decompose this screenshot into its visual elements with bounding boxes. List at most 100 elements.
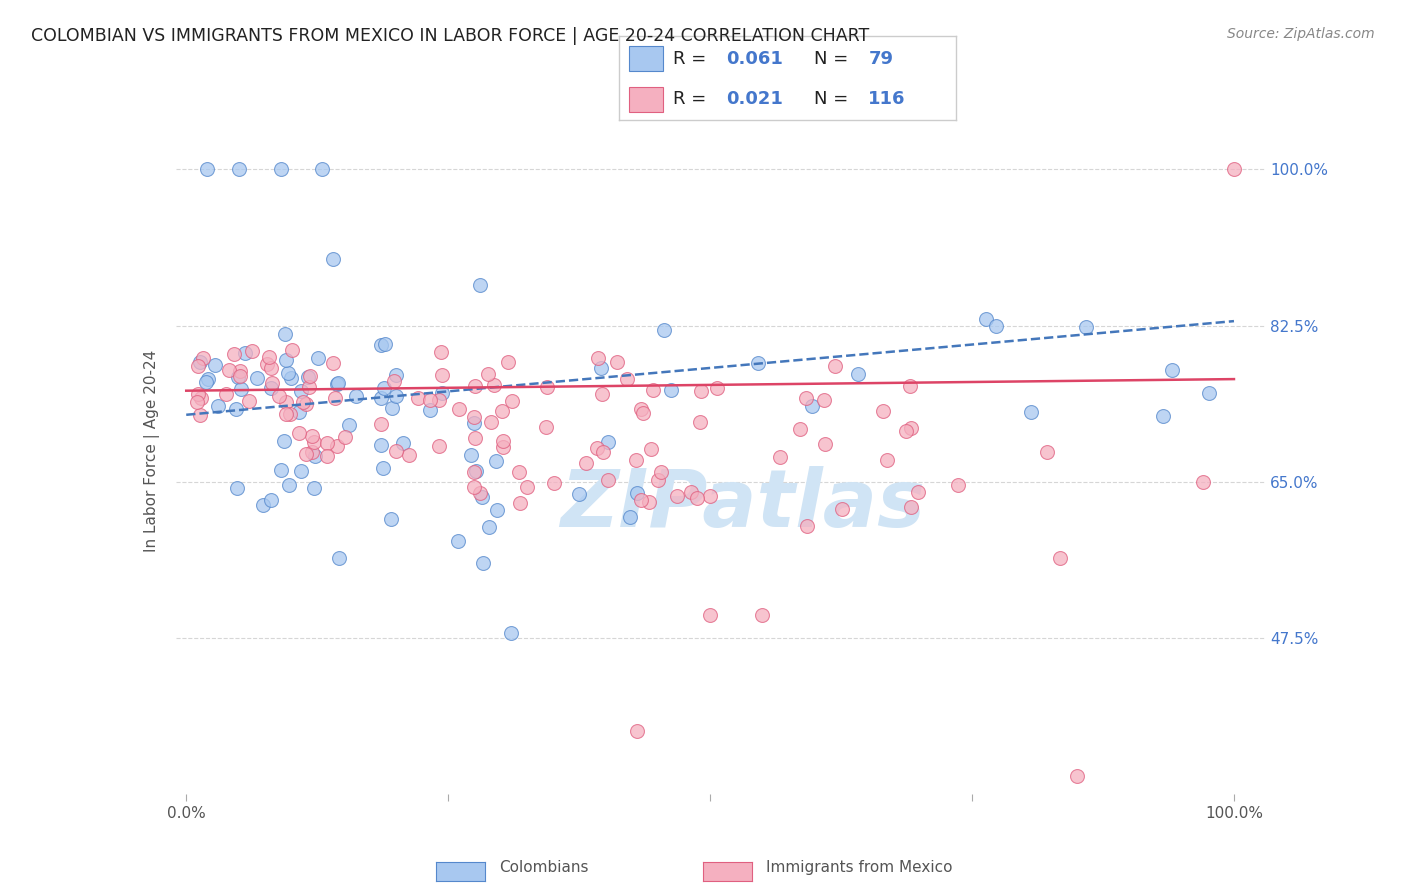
Point [751,608,773,623]
Point [496,355,519,369]
Point [259,350,281,364]
Point [986,318,1008,333]
Y-axis label: In Labor Force | Age 20-24: In Labor Force | Age 20-24 [143,350,160,551]
Point [647,473,669,487]
Point [323,391,346,405]
Text: Immigrants from Mexico: Immigrants from Mexico [766,860,953,874]
Point [846,368,869,382]
Point [270,463,292,477]
Point [499,626,522,640]
Point [233,346,256,360]
Point [290,384,312,399]
Point [392,435,415,450]
Point [290,464,312,478]
Point [508,465,530,479]
Point [650,465,672,479]
Point [259,360,281,375]
Point [288,405,311,419]
Point [197,372,219,386]
Text: 0.021: 0.021 [727,90,783,108]
Point [277,366,299,380]
Point [536,379,558,393]
Point [301,429,323,443]
Point [328,550,350,565]
Point [374,337,396,351]
Point [769,450,792,464]
Point [240,344,263,359]
Point [190,391,212,405]
Point [326,439,349,453]
Point [302,481,325,495]
Point [370,337,392,351]
Point [831,502,853,516]
Point [591,387,613,401]
Point [900,500,922,514]
Point [381,401,404,416]
Point [638,494,661,508]
Point [464,431,486,445]
Point [626,486,648,500]
Point [1198,386,1220,401]
Point [814,437,837,451]
Point [291,394,314,409]
Point [430,345,453,359]
Text: 0.061: 0.061 [727,50,783,68]
Point [262,376,284,390]
Point [478,520,501,534]
Point [427,393,450,408]
Point [260,492,283,507]
Point [427,439,450,453]
Point [276,395,298,409]
Point [586,351,609,365]
Point [222,347,245,361]
Text: N =: N = [814,90,855,108]
Point [460,448,482,462]
Point [477,367,499,381]
Point [468,278,491,293]
FancyBboxPatch shape [628,87,662,112]
Point [302,434,325,449]
Point [294,447,316,461]
Point [385,368,408,383]
Point [464,379,486,393]
Text: 79: 79 [869,50,893,68]
Point [246,371,269,385]
Point [465,464,488,478]
Point [485,454,508,468]
Point [316,449,339,463]
Point [630,492,652,507]
Point [380,512,402,526]
Point [194,375,217,389]
Point [470,485,492,500]
Point [1152,409,1174,423]
Point [463,417,485,431]
Point [666,489,689,503]
Point [633,406,655,420]
Point [228,162,250,177]
Point [274,408,297,422]
Point [479,415,502,429]
Point [824,359,846,373]
Point [575,456,598,470]
Point [204,358,226,372]
Point [229,382,252,396]
Point [1161,363,1184,377]
Point [463,466,485,480]
Point [486,502,509,516]
Point [813,393,835,408]
Point [1019,404,1042,418]
Point [226,369,249,384]
Point [796,519,818,533]
Point [1223,162,1246,177]
Point [907,484,929,499]
Point [616,372,638,386]
Point [218,362,240,376]
Point [274,353,297,368]
Point [640,442,662,456]
Point [215,387,238,401]
Point [894,424,917,438]
Point [567,487,589,501]
Point [344,388,367,402]
Point [898,378,921,392]
Point [652,323,675,337]
